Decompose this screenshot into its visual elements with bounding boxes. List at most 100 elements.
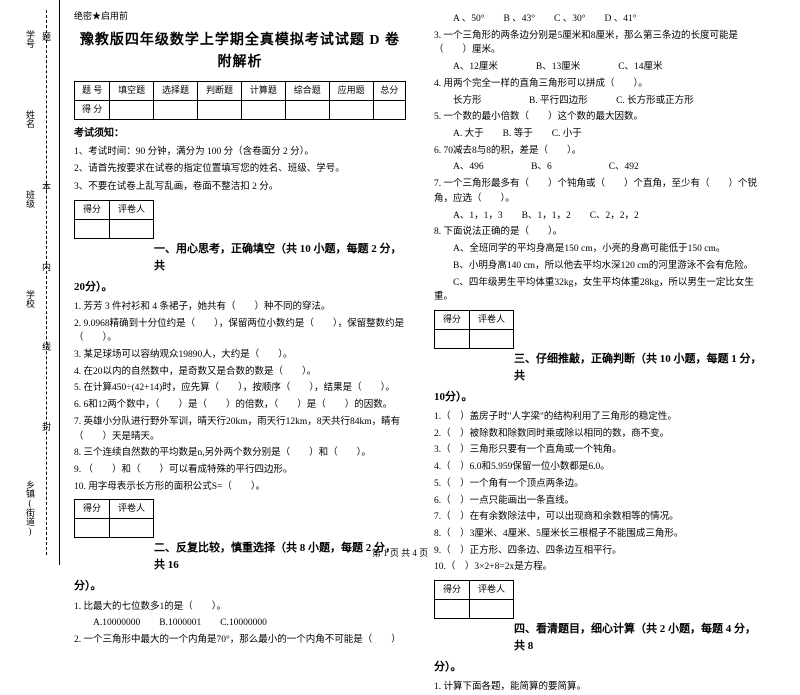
sig-cell <box>75 219 110 238</box>
sig-marker: 评卷人 <box>470 581 514 600</box>
q: 8. 下面说法正确的是（ ）。 <box>434 225 766 240</box>
q: 2.（ ）被除数和除数同时乘或除以相同的数，商不变。 <box>434 427 766 442</box>
score-h: 填空题 <box>110 82 154 101</box>
section4-heading2: 分）。 <box>434 659 766 676</box>
exam-title: 豫教版四年级数学上学期全真模拟考试试题 D 卷 附解析 <box>74 30 406 73</box>
sig-cell <box>110 519 154 538</box>
q: A、12厘米 B、13厘米 C、14厘米 <box>434 60 766 75</box>
notice-heading: 考试须知： <box>74 126 406 142</box>
sig-cell <box>110 219 154 238</box>
sig-score: 得分 <box>75 200 110 219</box>
q: 1. 芳芳 3 件衬衫和 4 条裙子，她共有（ ）种不同的穿法。 <box>74 300 406 315</box>
score-h: 题 号 <box>75 82 110 101</box>
score-cell <box>198 101 242 120</box>
q: A、496 B、6 C、492 <box>434 160 766 175</box>
q: B、小明身高140 cm，所以他去平均水深120 cm的河里游泳不会有危险。 <box>434 259 766 274</box>
score-table: 题 号 填空题 选择题 判断题 计算题 综合题 应用题 总分 得 分 <box>74 81 406 120</box>
sig-cell <box>470 600 514 619</box>
score-h: 综合题 <box>285 82 329 101</box>
q: 6. 6和12两个数中，（ ）是（ ）的倍数，（ ）是（ ）的因数。 <box>74 398 406 413</box>
q: 10. 用字母表示长方形的面积公式S=（ ）。 <box>74 480 406 495</box>
score-cell <box>373 101 405 120</box>
cut-char: 本 <box>42 180 51 193</box>
q: 5. 在计算450÷(42+14)时，应先算（ ），按顺序（ ），结果是（ ）。 <box>74 381 406 396</box>
column-left: 绝密★启用前 豫教版四年级数学上学期全真模拟考试试题 D 卷 附解析 题 号 填… <box>60 0 420 565</box>
margin-label-town: 乡镇(街道) <box>24 480 37 536</box>
q: A、1，1，3 B、1，1，2 C、2，2，2 <box>434 209 766 224</box>
signature-box: 得分 评卷人 <box>434 310 514 349</box>
section2-heading2: 分）。 <box>74 578 406 595</box>
sig-cell <box>470 329 514 348</box>
margin-label-id: 学号 <box>24 30 37 48</box>
q: 4.（ ）6.0和5.959保留一位小数都是6.0。 <box>434 460 766 475</box>
cut-char: 封 <box>42 420 51 433</box>
cut-line <box>46 10 47 555</box>
sig-cell <box>435 329 470 348</box>
q: 9. （ ）和（ ）可以看成特殊的平行四边形。 <box>74 463 406 478</box>
sig-score: 得分 <box>75 500 110 519</box>
q: 2. 9.0968精确到十分位约是（ ），保留两位小数约是（ ），保留整数约是（… <box>74 317 406 346</box>
q: 7.（ ）在有余数除法中，可以出现商和余数相等的情况。 <box>434 510 766 525</box>
q: 10.（ ）3×2+8=2x是方程。 <box>434 560 766 575</box>
score-cell <box>110 101 154 120</box>
section3-heading: 三、仔细推敲，正确判断（共 10 小题，每题 1 分，共 <box>434 351 766 385</box>
q: 7. 一个三角形最多有（ ）个钝角或（ ）个直角，至少有（ ）个锐角，应选（ ）… <box>434 177 766 206</box>
notice-item: 3、不要在试卷上乱写乱画，卷面不整洁扣 2 分。 <box>74 180 406 195</box>
q: A 、50° B 、43° C 、30° D 、41° <box>434 12 766 27</box>
margin-label-class: 班级 <box>24 190 37 208</box>
score-cell <box>154 101 198 120</box>
column-right: A 、50° B 、43° C 、30° D 、41° 3. 一个三角形的两条边… <box>420 0 780 565</box>
q: 8.（ ）3厘米、4厘米、5厘米长三根棍子不能围成三角形。 <box>434 527 766 542</box>
q: C、四年级男生平均体重32kg，女生平均体重28kg，所以男生一定比女生重。 <box>434 276 766 305</box>
score-h: 计算题 <box>241 82 285 101</box>
q: 5.（ ）一个角有一个顶点两条边。 <box>434 477 766 492</box>
section3-heading2: 10分）。 <box>434 389 766 406</box>
signature-box: 得分 评卷人 <box>74 499 154 538</box>
notice-item: 1、考试时间：90 分钟，满分为 100 分（含卷面分 2 分）。 <box>74 145 406 160</box>
q: 5. 一个数的最小倍数（ ）这个数的最大因数。 <box>434 110 766 125</box>
q: 7. 英雄小分队进行野外军训，晴天行20km，雨天行12km，8天共行84km，… <box>74 415 406 444</box>
q: 2. 一个三角形中最大的一个内角是70°，那么最小的一个内角不可能是（ ） <box>74 633 406 648</box>
q: 4. 在20以内的自然数中，是奇数又是合数的数是（ ）。 <box>74 365 406 380</box>
score-cell <box>329 101 373 120</box>
score-h: 选择题 <box>154 82 198 101</box>
section1-heading2: 20分）。 <box>74 279 406 296</box>
q: 6. 70减去8与8的积，差是（ ）。 <box>434 144 766 159</box>
section4-heading: 四、看清题目，细心计算（共 2 小题，每题 4 分，共 8 <box>434 621 766 655</box>
q: 4. 用两个完全一样的直角三角形可以拼成（ ）。 <box>434 77 766 92</box>
margin-label-school: 学校 <box>24 290 37 308</box>
score-h: 总分 <box>373 82 405 101</box>
q: 1. 计算下面各题，能简算的要简算。 <box>434 680 766 695</box>
cut-char: 内 <box>42 260 51 273</box>
q: 3. 某足球场可以容纳观众19890人，大约是（ ）。 <box>74 348 406 363</box>
cut-char: 线 <box>42 340 51 353</box>
sig-score: 得分 <box>435 310 470 329</box>
section1-heading: 一、用心思考，正确填空（共 10 小题，每题 2 分，共 <box>74 241 406 275</box>
notice-item: 2、请首先按要求在试卷的指定位置填写您的姓名、班级、学号。 <box>74 162 406 177</box>
score-cell <box>241 101 285 120</box>
signature-box: 得分 评卷人 <box>74 200 154 239</box>
q: 1. 比最大的七位数多1的是（ ）。 <box>74 600 406 615</box>
score-cell <box>285 101 329 120</box>
sig-marker: 评卷人 <box>110 200 154 219</box>
q: 3. 一个三角形的两条边分别是5厘米和8厘米，那么第三条边的长度可能是（ ）厘米… <box>434 29 766 58</box>
page-footer: 第 1 页 共 4 页 <box>0 546 800 559</box>
secret-mark: 绝密★启用前 <box>74 10 406 24</box>
sig-marker: 评卷人 <box>470 310 514 329</box>
q: A. 大于 B. 等于 C. 小于 <box>434 127 766 142</box>
q: 8. 三个连续自然数的平均数是n,另外两个数分别是（ ）和（ ）。 <box>74 446 406 461</box>
margin-label-name: 姓名 <box>24 110 37 128</box>
q: A.10000000 B.1000001 C.10000000 <box>74 616 406 631</box>
binding-margin: 学号 姓名 班级 学校 乡镇(街道) 题 本 内 线 封 <box>0 0 60 565</box>
q: 3.（ ）三角形只要有一个直角或一个钝角。 <box>434 443 766 458</box>
sig-marker: 评卷人 <box>110 500 154 519</box>
score-h: 判断题 <box>198 82 242 101</box>
q: A、全班同学的平均身高是150 cm，小亮的身高可能低于150 cm。 <box>434 242 766 257</box>
sig-cell <box>435 600 470 619</box>
sig-score: 得分 <box>435 581 470 600</box>
score-row-label: 得 分 <box>75 101 110 120</box>
signature-box: 得分 评卷人 <box>434 580 514 619</box>
q: 6.（ ）一点只能画出一条直线。 <box>434 494 766 509</box>
q: 长方形 B. 平行四边形 C. 长方形或正方形 <box>434 94 766 109</box>
q: 1.（ ）盖房子时"人字梁"的结构利用了三角形的稳定性。 <box>434 410 766 425</box>
